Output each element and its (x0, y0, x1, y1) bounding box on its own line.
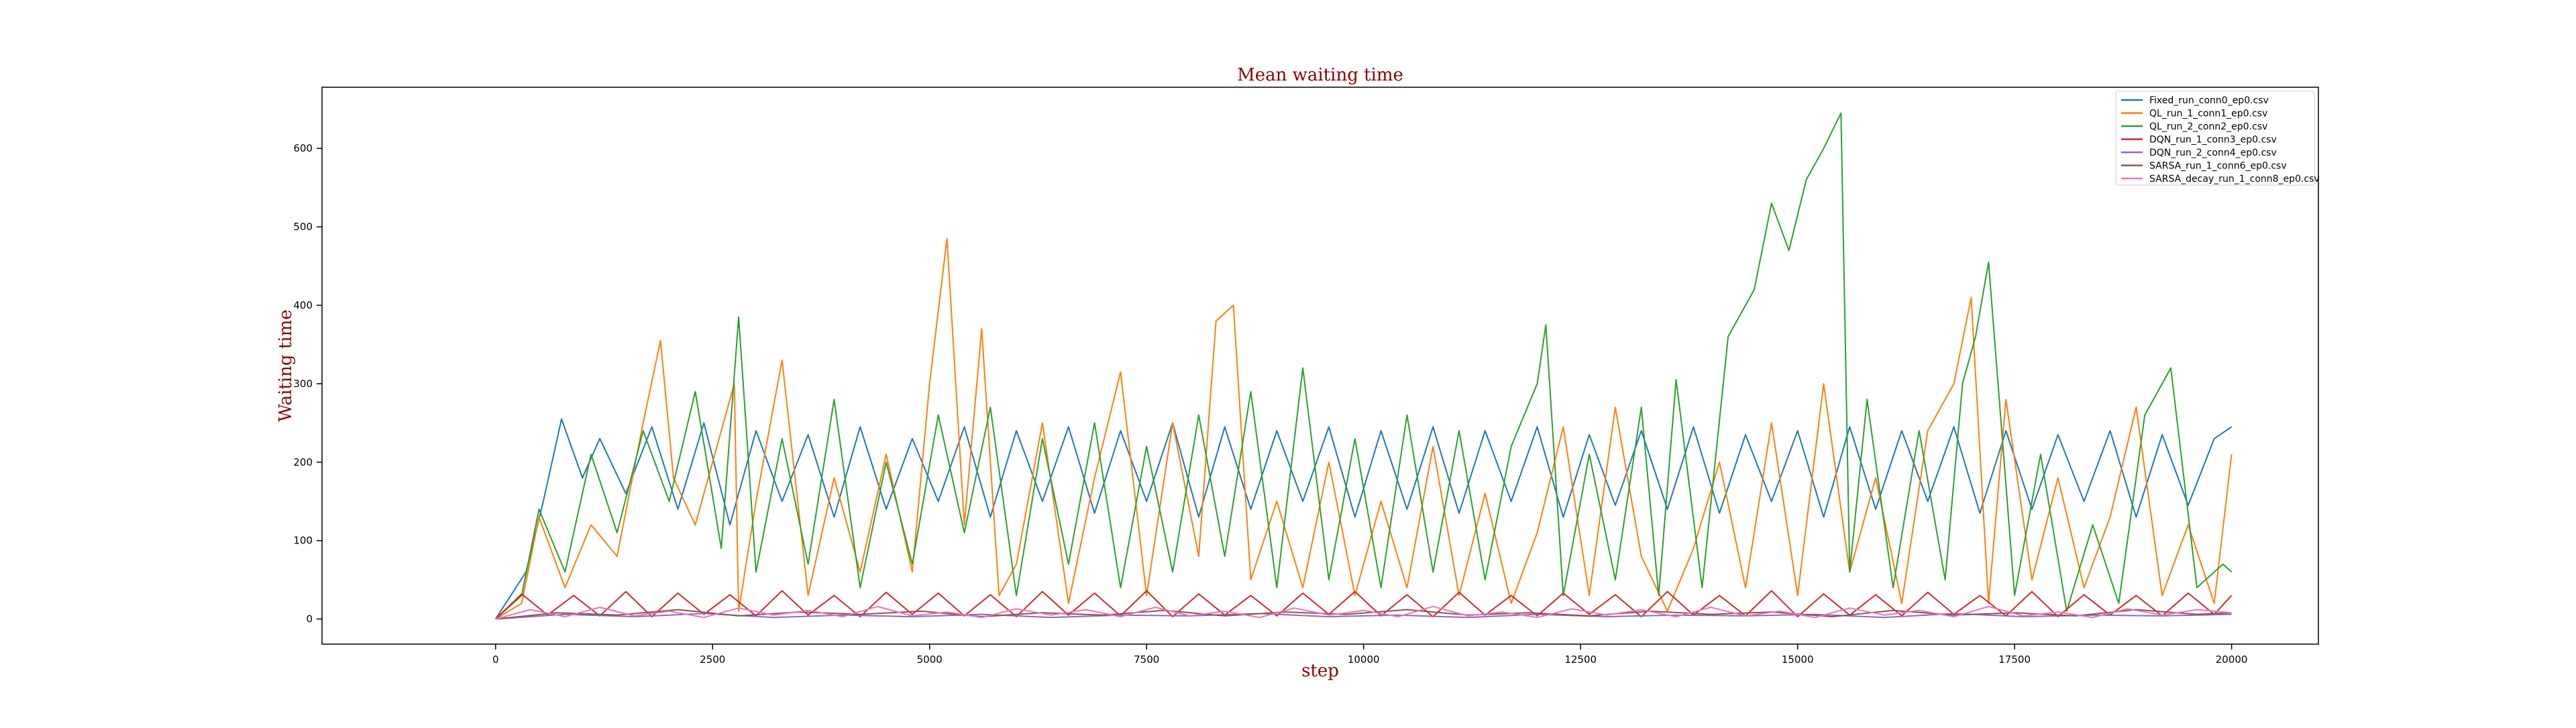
series-line-2 (495, 112, 2233, 620)
x-tick-label: 12500 (1564, 654, 1597, 666)
chart-title: Mean waiting time (1237, 65, 1403, 85)
legend-label: SARSA_decay_run_1_conn8_ep0.csv (2149, 174, 2320, 185)
legend-label: QL_run_2_conn2_ep0.csv (2149, 121, 2267, 132)
x-tick-label: 15000 (1782, 654, 1814, 666)
x-tick-label: 2500 (700, 654, 725, 666)
x-tick-label: 17500 (1998, 654, 2031, 666)
y-tick-label: 0 (306, 613, 313, 625)
x-axis-label: step (1301, 661, 1339, 681)
series-lines (494, 112, 2233, 620)
legend-label: QL_run_1_conn1_ep0.csv (2149, 109, 2267, 119)
y-tick-label: 100 (293, 535, 313, 547)
legend-box (2115, 91, 2315, 186)
y-axis-label: Waiting time (276, 309, 296, 422)
x-tick-label: 5000 (917, 654, 943, 666)
legend-label: DQN_run_1_conn3_ep0.csv (2149, 135, 2277, 146)
series-line-6 (495, 605, 2232, 620)
plot-frame (321, 87, 2319, 645)
legend: Fixed_run_conn0_ep0.csv QL_run_1_conn1_ep… (2115, 91, 2320, 186)
series-line-1 (495, 238, 2233, 620)
series-line-3 (495, 590, 2233, 620)
legend-label: SARSA_run_1_conn6_ep0.csv (2149, 161, 2287, 172)
y-tick-label: 400 (293, 299, 313, 311)
y-axis-ticks: 0 100 200 300 400 500 600 (293, 142, 322, 625)
legend-label: Fixed_run_conn0_ep0.csv (2149, 95, 2269, 106)
x-tick-label: 10000 (1348, 654, 1380, 666)
y-tick-label: 500 (293, 221, 313, 233)
x-tick-label: 20000 (2216, 654, 2248, 666)
y-tick-label: 300 (293, 378, 313, 390)
y-tick-label: 200 (293, 456, 313, 468)
x-axis-ticks: 0 2500 5000 7500 10000 12500 15000 17500 20000 (492, 644, 2247, 666)
y-tick-label: 600 (293, 142, 313, 154)
x-tick-label: 7500 (1134, 654, 1159, 666)
x-tick-label: 0 (492, 654, 499, 666)
legend-label: DQN_run_2_conn4_ep0.csv (2149, 148, 2277, 158)
